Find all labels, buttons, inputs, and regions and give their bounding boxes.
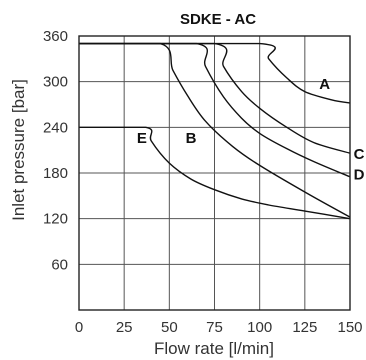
y-tick-label: 300 xyxy=(43,74,68,91)
y-tick-label: 360 xyxy=(43,28,68,45)
x-tick-labels: 0 25 50 75 100 125 150 xyxy=(75,319,363,336)
curve-c xyxy=(79,42,351,154)
curve-label-e: E xyxy=(137,130,147,147)
curve-label-d: D xyxy=(354,167,365,184)
y-tick-labels: 60 120 180 240 300 360 xyxy=(43,28,68,273)
curve-e xyxy=(79,126,351,220)
curve-label-a: A xyxy=(319,76,330,93)
curve-d xyxy=(79,42,351,178)
x-tick-label: 50 xyxy=(161,319,178,336)
x-tick-label: 25 xyxy=(116,319,133,336)
x-tick-label: 0 xyxy=(75,319,83,336)
curve-labels: A B CD E xyxy=(137,76,365,184)
curve-b xyxy=(79,42,351,218)
curve-label-b: B xyxy=(186,130,197,147)
chart-title: SDKE - AC xyxy=(180,11,256,28)
series-curves xyxy=(79,42,351,220)
x-axis-label: Flow rate [l/min] xyxy=(154,339,274,358)
y-tick-label: 60 xyxy=(51,256,68,273)
x-tick-label: 100 xyxy=(247,319,272,336)
y-tick-label: 180 xyxy=(43,165,68,182)
x-tick-label: 125 xyxy=(292,319,317,336)
x-tick-label: 150 xyxy=(337,319,362,336)
curve-a xyxy=(79,42,351,104)
x-tick-label: 75 xyxy=(206,319,223,336)
grid xyxy=(79,36,350,310)
plot-frame xyxy=(78,35,351,311)
y-axis-label: Inlet pressure [bar] xyxy=(9,79,28,221)
y-tick-label: 120 xyxy=(43,211,68,228)
y-tick-label: 240 xyxy=(43,119,68,136)
curve-label-c: C xyxy=(354,146,365,163)
